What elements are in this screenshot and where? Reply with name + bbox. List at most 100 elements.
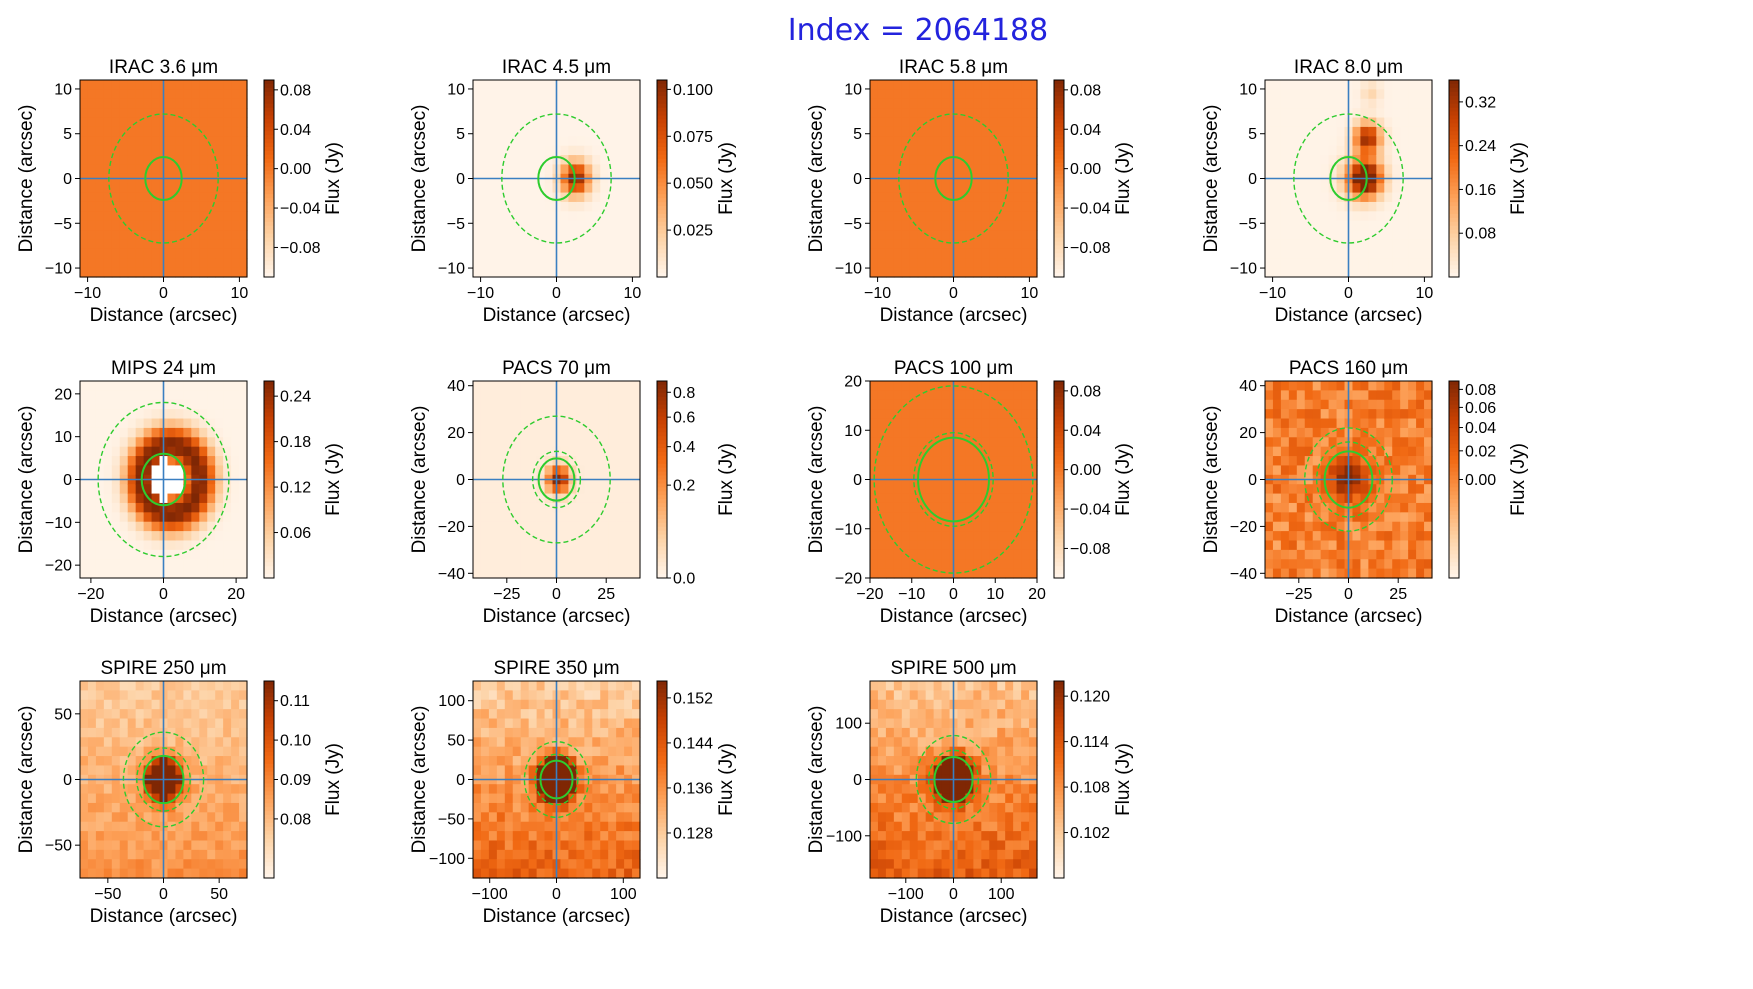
heatmap-pixel (135, 456, 145, 467)
heatmap-pixel (560, 201, 570, 212)
heatmap-pixel (1392, 549, 1401, 560)
colorbar-segment (1449, 503, 1459, 508)
heatmap-pixel (512, 690, 522, 701)
y-tick-label: 10 (1239, 81, 1257, 98)
heatmap-pixel (870, 409, 879, 420)
heatmap-pixel (239, 540, 248, 551)
heatmap-pixel (989, 427, 998, 438)
heatmap-pixel (488, 155, 498, 166)
heatmap-pixel (893, 390, 903, 401)
heatmap-pixel (127, 727, 137, 738)
heatmap-pixel (1400, 521, 1409, 532)
heatmap-pixel (1304, 512, 1314, 523)
heatmap-pixel (925, 409, 935, 420)
heatmap-pixel (191, 220, 200, 231)
heatmap-pixel (1280, 521, 1290, 532)
heatmap-pixel (80, 164, 89, 175)
heatmap-pixel (496, 493, 506, 504)
heatmap-pixel (119, 484, 129, 495)
heatmap-pixel (1272, 267, 1282, 278)
heatmap-pixel (199, 727, 208, 738)
heatmap-pixel (191, 493, 200, 504)
heatmap-pixel (135, 211, 145, 222)
heatmap-pixel (1416, 512, 1425, 523)
heatmap-pixel (997, 427, 1006, 438)
heatmap-pixel (1320, 155, 1330, 166)
heatmap-pixel (239, 201, 248, 212)
heatmap-pixel (135, 183, 145, 194)
heatmap-pixel (504, 437, 514, 448)
colorbar-label: Flux (Jy) (323, 743, 344, 816)
heatmap-pixel (568, 80, 577, 90)
heatmap-pixel (1320, 549, 1330, 560)
heatmap-pixel (909, 155, 919, 166)
heatmap-pixel (80, 418, 89, 429)
colorbar-segment (1054, 522, 1064, 528)
heatmap-pixel (191, 230, 200, 241)
heatmap-pixel (981, 211, 990, 222)
heatmap-pixel (624, 183, 633, 194)
heatmap-pixel (1296, 484, 1306, 495)
heatmap-pixel (151, 89, 161, 100)
heatmap-pixel (119, 868, 129, 879)
heatmap-pixel (239, 727, 248, 738)
heatmap-pixel (909, 568, 919, 579)
heatmap-pixel (127, 267, 137, 278)
heatmap-pixel (239, 756, 248, 767)
heatmap-pixel (191, 484, 200, 495)
heatmap-pixel (167, 727, 177, 738)
heatmap-pixel (528, 465, 538, 476)
heatmap-pixel (1352, 531, 1362, 542)
heatmap-pixel (885, 390, 895, 401)
heatmap-pixel (231, 699, 240, 710)
heatmap-pixel (520, 737, 530, 748)
x-tick-label: −25 (493, 586, 520, 603)
heatmap-pixel (925, 230, 935, 241)
heatmap-pixel (1029, 381, 1038, 391)
heatmap-pixel (1272, 201, 1282, 212)
heatmap-pixel (973, 183, 982, 194)
colorbar-segment (657, 162, 667, 168)
heatmap-pixel (473, 568, 482, 579)
colorbar-segment (264, 444, 274, 449)
heatmap-pixel (191, 793, 200, 804)
heatmap-pixel (143, 465, 153, 476)
heatmap-pixel (223, 239, 232, 250)
heatmap-pixel (925, 248, 935, 259)
heatmap-pixel (1400, 117, 1409, 128)
heatmap-pixel (560, 117, 570, 128)
heatmap-pixel (1392, 456, 1401, 467)
heatmap-pixel (488, 765, 498, 776)
heatmap-pixel (1280, 89, 1290, 100)
heatmap-pixel (215, 418, 224, 429)
heatmap-pixel (1013, 258, 1022, 269)
heatmap-pixel (1296, 381, 1306, 391)
heatmap-pixel (1360, 418, 1369, 429)
heatmap-pixel (183, 793, 192, 804)
heatmap-pixel (877, 145, 887, 156)
heatmap-pixel (576, 201, 585, 212)
colorbar-segment (1449, 558, 1459, 563)
colorbar-segment (264, 95, 274, 101)
colorbar-segment (1449, 154, 1459, 160)
heatmap-pixel (496, 456, 506, 467)
heatmap-pixel (885, 145, 895, 156)
heatmap-pixel (183, 220, 192, 231)
heatmap-pixel (925, 80, 935, 90)
heatmap-pixel (941, 211, 951, 222)
heatmap-pixel (95, 80, 105, 90)
heatmap-pixel (1384, 183, 1393, 194)
heatmap-pixel (909, 484, 919, 495)
heatmap-pixel (568, 220, 577, 231)
colorbar-segment (657, 550, 667, 555)
heatmap-pixel (877, 108, 887, 119)
heatmap-pixel (504, 201, 514, 212)
heatmap-pixel (1376, 446, 1385, 457)
x-tick-label: 0 (949, 285, 958, 302)
heatmap-pixel (1021, 381, 1030, 391)
colorbar-tick-label: −0.08 (1070, 240, 1111, 257)
heatmap-pixel (215, 136, 224, 147)
heatmap-pixel (191, 456, 200, 467)
heatmap-pixel (1265, 484, 1274, 495)
colorbar-segment (264, 814, 274, 820)
